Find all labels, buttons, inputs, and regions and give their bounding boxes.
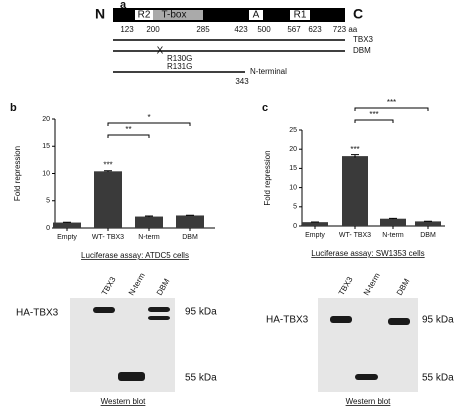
- x-axis-title: Luciferase assay: SW1353 cells: [311, 249, 424, 258]
- marker-label: 55 kDa: [422, 373, 454, 384]
- significance-label: ***: [103, 160, 112, 169]
- position-label: 423: [234, 25, 248, 34]
- protein-label: HA-TBX3: [266, 315, 309, 326]
- panel-a: a R2 T-box A R1 N C TBX3 DBM X R130G R13…: [95, 0, 374, 86]
- y-tick-label: 10: [42, 170, 50, 177]
- panel-label: a: [120, 0, 127, 11]
- position-label: 200: [146, 25, 160, 34]
- construct-label: DBM: [353, 46, 371, 55]
- blot-band: [330, 316, 352, 323]
- error-bar: [104, 170, 112, 172]
- position-label: 123: [120, 25, 134, 34]
- domain-box: [249, 10, 263, 20]
- blot-band: [148, 316, 170, 320]
- domain-box: [135, 10, 153, 20]
- x-tick-label: DBM: [182, 234, 198, 241]
- domain-label: R1: [294, 10, 307, 21]
- blot-caption: Western blot: [346, 397, 392, 406]
- position-label: 623: [308, 25, 322, 34]
- x-tick-label: WT- TBX3: [339, 232, 371, 239]
- bar: [302, 222, 328, 226]
- y-tick-label: 15: [42, 143, 50, 150]
- error-bar: [351, 154, 359, 158]
- bar: [135, 216, 163, 228]
- x-tick-label: N-term: [138, 234, 160, 241]
- domain-box: [153, 10, 203, 20]
- panel-label: c: [262, 102, 268, 114]
- significance-bracket: [107, 134, 150, 138]
- mutation-label: R130G: [167, 54, 192, 63]
- error-bar: [145, 215, 153, 218]
- construct-label: TBX3: [353, 35, 374, 44]
- lane-label: TBX3: [100, 275, 118, 297]
- domain-label: A: [253, 10, 260, 21]
- blot-caption: Western blot: [101, 397, 147, 406]
- y-tick-label: 0: [293, 223, 297, 230]
- y-tick-label: 20: [289, 146, 297, 153]
- significance-label: ***: [387, 98, 396, 107]
- protein-label: HA-TBX3: [16, 308, 59, 319]
- y-axis-title: Fold repression: [13, 146, 22, 201]
- lane-label: TBX3: [337, 275, 355, 297]
- blot-band: [118, 372, 145, 381]
- error-bar: [63, 221, 71, 223]
- position-label: 567: [287, 25, 301, 34]
- position-label: 723 aa: [333, 25, 358, 34]
- x-tick-label: Empty: [57, 234, 77, 241]
- domain-label: R2: [138, 10, 151, 21]
- error-bar: [186, 214, 194, 216]
- y-tick-label: 15: [289, 165, 297, 172]
- significance-bracket: [354, 107, 429, 111]
- bar: [53, 222, 81, 228]
- lane-label: DBM: [155, 277, 172, 297]
- x-tick-label: N-term: [382, 232, 404, 239]
- lane-label: N-term: [127, 271, 147, 297]
- significance-bracket: [354, 119, 394, 123]
- y-axis-title: Fold repression: [263, 150, 272, 205]
- n-terminus: N: [95, 6, 105, 22]
- bar: [94, 171, 122, 228]
- position-label: 500: [257, 25, 271, 34]
- marker-label: 95 kDa: [422, 315, 454, 326]
- x-axis-title: Luciferase assay: ATDC5 cells: [81, 251, 189, 260]
- bar: [176, 215, 204, 228]
- c-terminus: C: [353, 6, 363, 22]
- lane-label: N-term: [362, 271, 382, 297]
- error-bar: [389, 217, 397, 220]
- bar: [415, 221, 441, 226]
- y-tick-label: 5: [46, 198, 50, 205]
- position-label: 285: [196, 25, 210, 34]
- lane-label: DBM: [395, 277, 412, 297]
- blot-band: [93, 307, 115, 313]
- x-tick-label: DBM: [420, 232, 436, 239]
- marker-label: 55 kDa: [185, 373, 217, 384]
- y-tick-label: 0: [46, 225, 50, 232]
- y-tick-label: 25: [289, 127, 297, 134]
- significance-label: **: [125, 125, 131, 134]
- construct-label: N-terminal: [250, 67, 287, 76]
- mutation-mark: X: [157, 46, 164, 57]
- x-tick-label: WT- TBX3: [92, 234, 124, 241]
- significance-label: ***: [369, 110, 378, 119]
- significance-label: *: [147, 113, 150, 122]
- significance-label: ***: [350, 145, 359, 154]
- blot-band: [388, 318, 410, 325]
- marker-label: 95 kDa: [185, 307, 217, 318]
- blot-band: [355, 374, 378, 380]
- domain-label: T-box: [161, 10, 186, 21]
- x-tick-label: Empty: [305, 232, 325, 239]
- significance-bracket: [107, 122, 191, 126]
- y-tick-label: 5: [293, 204, 297, 211]
- domain-box: [290, 10, 310, 20]
- y-tick-label: 10: [289, 184, 297, 191]
- blot-band: [148, 307, 170, 312]
- y-tick-label: 20: [42, 116, 50, 123]
- bar: [342, 156, 368, 226]
- construct-end: 343: [235, 77, 249, 86]
- bar: [380, 218, 406, 226]
- mutation-label: R131G: [167, 62, 192, 71]
- panel-label: b: [10, 102, 17, 114]
